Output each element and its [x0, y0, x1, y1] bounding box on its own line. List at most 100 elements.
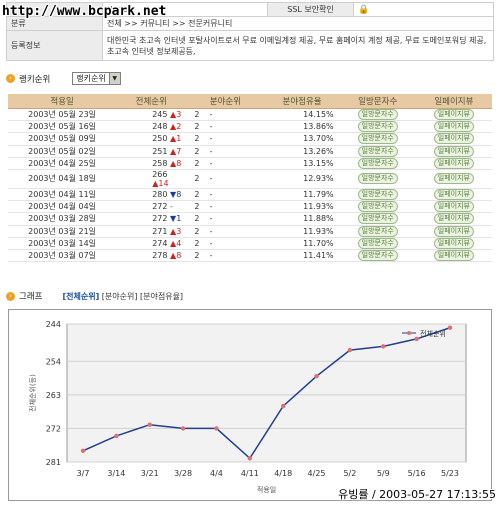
row-field-share: 13.86%	[264, 120, 340, 134]
row-field-rank: 2 -	[186, 108, 265, 122]
legend-label: 전체순위	[420, 329, 446, 338]
row-field-rank: 2 -	[186, 249, 265, 263]
col-header-date: 적용일	[8, 94, 117, 109]
bullet-icon: ›	[6, 291, 15, 301]
daily-pageviews-button[interactable]: 일페이지뷰	[433, 249, 474, 261]
row-date: 2003년 05월 09일	[8, 132, 117, 146]
x-tick-label: 3/21	[141, 469, 159, 478]
daily-visitors-button[interactable]: 일방문자수	[357, 237, 398, 249]
daily-visitors-button[interactable]: 일방문자수	[357, 157, 398, 169]
daily-pageviews-button[interactable]: 일페이지뷰	[433, 133, 474, 145]
daily-pageviews-button[interactable]: 일페이지뷰	[433, 173, 474, 185]
description-value: 대한민국 초고속 인터넷 포탈사이트로서 무료 이메일계정 제공, 무료 홈페이…	[102, 30, 494, 61]
data-point	[114, 433, 119, 439]
data-point	[247, 456, 253, 461]
daily-visitors-button[interactable]: 일방문자수	[357, 173, 398, 185]
y-axis-label: 전체순위(등)	[28, 374, 37, 412]
daily-visitors-button[interactable]: 일방문자수	[357, 109, 398, 121]
daily-pageviews-button[interactable]: 일페이지뷰	[433, 237, 474, 249]
row-total-rank: 271 ▲3	[116, 225, 187, 238]
daily-pageviews-button[interactable]: 일페이지뷰	[433, 145, 474, 157]
data-point	[280, 403, 286, 409]
row-total-rank: 251 ▲7	[116, 145, 187, 158]
row-field-share: 13.70%	[264, 132, 340, 146]
table-row: 2003년 03월 14일 274 ▲4 2 -11.70% 일방문자수 일페이지뷰	[8, 237, 492, 250]
ranking-table: 적용일 전체순위 분야순위 분야점유율 일방문자수 일페이지뷰 2003년 05…	[8, 94, 492, 263]
row-field-rank: 2 -	[186, 200, 265, 214]
table-row: 2003년 05월 09일 250 ▲1 2 -13.70% 일방문자수 일페이지뷰	[8, 132, 492, 146]
daily-pageviews-button[interactable]: 일페이지뷰	[433, 213, 474, 225]
rank-change-down-icon: ▼1	[170, 214, 182, 224]
category-label: 분류	[6, 16, 103, 31]
row-total-rank: 248 ▲2	[116, 120, 187, 134]
description-label: 등록정보	[6, 30, 103, 61]
graph-tabs: [전체순위] [분야순위] [분야점유율]	[62, 291, 183, 302]
x-tick-label: 3/14	[107, 469, 125, 478]
row-field-share: 12.93%	[264, 169, 340, 189]
row-date: 2003년 05월 23일	[8, 108, 117, 122]
legend-marker	[407, 331, 411, 335]
row-field-rank: 2 -	[186, 188, 265, 202]
rank-change-up-icon: ▲2	[170, 122, 182, 132]
row-date: 2003년 05월 02일	[8, 145, 117, 158]
daily-visitors-button[interactable]: 일방문자수	[357, 189, 398, 201]
daily-visitors-button[interactable]: 일방문자수	[357, 133, 398, 145]
tab-field-share[interactable]: [분야점유율]	[140, 291, 184, 301]
daily-visitors-button[interactable]: 일방문자수	[357, 225, 398, 237]
table-row: 2003년 03월 21일 271 ▲3 2 -11.93% 일방문자수 일페이지뷰	[8, 225, 492, 238]
graph-section-header: › 그래프 [전체순위] [분야순위] [분야점유율]	[6, 290, 183, 302]
rank-change-up-icon: ▲3	[170, 110, 182, 120]
chevron-down-icon[interactable]: ▼	[108, 73, 120, 84]
ranking-section-header: › 랭키순위 랭키순위 ▼	[6, 72, 121, 85]
row-total-rank: 274 ▲4	[116, 237, 187, 250]
tab-field-rank[interactable]: [분야순위]	[101, 291, 138, 301]
x-tick-label: 5/23	[441, 469, 459, 478]
daily-pageviews-button[interactable]: 일페이지뷰	[433, 109, 474, 121]
daily-visitors-button[interactable]: 일방문자수	[357, 121, 398, 133]
daily-pageviews-button[interactable]: 일페이지뷰	[433, 189, 474, 201]
y-tick-label: 281	[46, 458, 61, 467]
row-field-share: 11.88%	[264, 212, 340, 226]
daily-pageviews-button[interactable]: 일페이지뷰	[433, 201, 474, 213]
data-point	[214, 426, 219, 431]
col-header-field-share: 분야점유율	[264, 94, 340, 109]
url-label-cell	[6, 2, 103, 17]
data-point	[147, 422, 152, 427]
row-total-rank: 278 ▲8	[116, 249, 187, 263]
col-header-field-rank: 분야순위	[186, 94, 265, 109]
lock-icon[interactable]: 🔒	[358, 4, 370, 15]
y-tick-label: 254	[46, 357, 61, 366]
daily-pageviews-button[interactable]: 일페이지뷰	[433, 225, 474, 237]
row-total-rank: 272 -	[116, 200, 187, 214]
row-field-rank: 2 -	[186, 169, 265, 189]
table-row: 2003년 05월 16일 248 ▲2 2 -13.86% 일방문자수 일페이지뷰	[8, 120, 492, 134]
rank-chart-svg: 244 254 263 272 281 3/7 3/14 3/21 3/28 4/4 4/11 4/1…	[28, 320, 467, 494]
table-row: 2003년 03월 07일 278 ▲8 2 -11.41% 일방문자수 일페이지뷰	[8, 249, 492, 263]
row-date: 2003년 03월 14일	[8, 237, 117, 250]
tab-total-rank[interactable]: [전체순위]	[62, 291, 100, 301]
daily-visitors-button[interactable]: 일방문자수	[357, 201, 398, 213]
daily-visitors-button[interactable]: 일방문자수	[357, 145, 398, 157]
daily-visitors-button[interactable]: 일방문자수	[357, 213, 398, 225]
daily-visitors-button[interactable]: 일방문자수	[357, 249, 398, 261]
row-total-rank: 245 ▲3	[116, 108, 187, 122]
row-field-rank: 2 -	[186, 237, 265, 250]
row-field-rank: 2 -	[186, 120, 265, 134]
row-field-rank: 2 -	[186, 225, 265, 238]
row-field-share: 11.93%	[264, 225, 340, 238]
row-total-rank: 250 ▲1	[116, 132, 187, 146]
ranking-type-select[interactable]: 랭키순위 ▼	[72, 72, 121, 85]
daily-pageviews-button[interactable]: 일페이지뷰	[433, 121, 474, 133]
rank-change-down-icon: ▼8	[170, 190, 182, 200]
row-total-rank: 266 ▲14	[116, 169, 187, 189]
table-row: 2003년 05월 23일 245 ▲3 2 -14.15% 일방문자수 일페이지뷰	[8, 108, 492, 122]
rank-change-up-icon: ▲14	[152, 178, 169, 188]
ranking-section-title: 랭키순위	[19, 74, 51, 85]
bullet-icon: ›	[6, 74, 15, 83]
daily-pageviews-button[interactable]: 일페이지뷰	[433, 157, 474, 169]
ranking-table-header: 적용일 전체순위 분야순위 분야점유율 일방문자수 일페이지뷰	[8, 94, 492, 109]
row-field-share: 11.41%	[264, 249, 340, 263]
series-line	[82, 327, 451, 460]
footer-stamp: 유빙률 / 2003-05-27 17:13:55	[338, 488, 496, 501]
x-tick-label: 3/28	[174, 469, 192, 478]
